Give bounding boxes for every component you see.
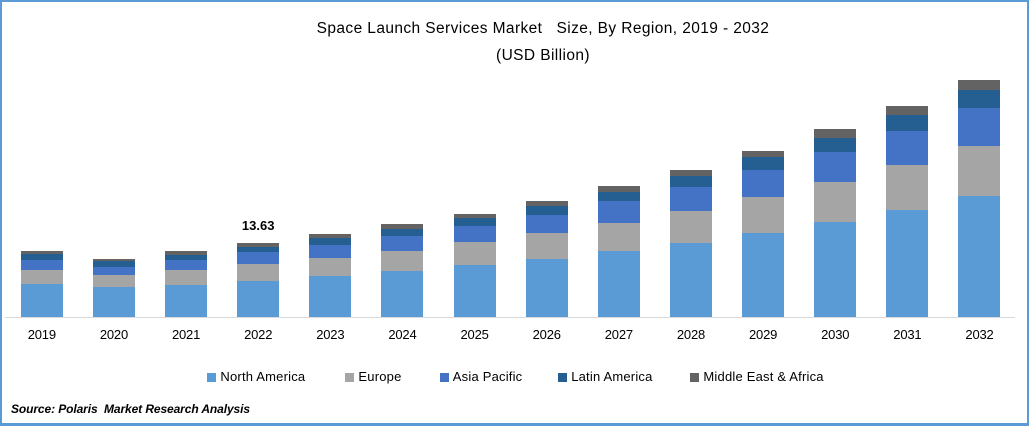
x-axis-label-2020: 2020 — [99, 326, 128, 342]
bar-segment-2026-north-america — [525, 258, 568, 318]
legend-label: Latin America — [571, 368, 653, 384]
bar-segment-2019-north-america — [20, 283, 63, 318]
x-axis-label-2025: 2025 — [460, 326, 489, 342]
chart-subtitle: (USD Billion) — [496, 46, 590, 64]
legend-label: Asia Pacific — [452, 368, 523, 384]
legend-label: North America — [220, 368, 306, 384]
legend-marker-icon — [345, 373, 355, 382]
data-label-2022: 13.63 — [241, 218, 275, 234]
x-axis-label-2027: 2027 — [604, 326, 633, 342]
bar-segment-2030-north-america — [814, 222, 857, 318]
bar-segment-2025-north-america — [453, 264, 496, 318]
legend-marker-icon — [439, 373, 449, 382]
bar-segment-2024-north-america — [381, 270, 424, 318]
x-axis-label-2028: 2028 — [676, 326, 706, 342]
legend-marker-icon — [690, 373, 700, 382]
x-axis-label-2021: 2021 — [171, 326, 201, 342]
legend-marker-icon — [207, 373, 217, 382]
chart-title: Space Launch Services Market Size, By Re… — [316, 19, 770, 37]
bar-segment-2028-north-america — [669, 242, 712, 318]
bar-segment-2029-north-america — [742, 232, 785, 318]
x-axis-label-2026: 2026 — [532, 326, 561, 342]
bar-segment-2031-north-america — [886, 209, 929, 318]
x-axis-label-2022: 2022 — [244, 326, 273, 342]
x-axis-label-2019: 2019 — [27, 326, 56, 342]
bar-segment-2023-north-america — [309, 275, 352, 318]
bar-segment-2027-north-america — [597, 251, 640, 318]
legend-label: Europe — [358, 368, 402, 384]
legend-label: Middle East & Africa — [703, 368, 824, 384]
x-axis-label-2024: 2024 — [388, 326, 417, 342]
bar-segment-2032-north-america — [958, 195, 1001, 318]
bar-segment-2021-north-america — [165, 284, 208, 318]
x-axis-label-2029: 2029 — [749, 326, 778, 342]
legend-marker-icon — [558, 373, 568, 382]
x-axis-label-2031: 2031 — [893, 326, 922, 342]
x-axis-label-2032: 2032 — [965, 326, 994, 342]
x-axis-line — [5, 317, 1015, 318]
x-axis-label-2023: 2023 — [316, 326, 345, 342]
bar-segment-2022-north-america — [237, 280, 280, 318]
source-note: Source: Polaris Market Research Analysis — [11, 402, 250, 417]
bar-segment-2020-north-america — [92, 287, 135, 318]
x-axis-label-2030: 2030 — [821, 326, 850, 342]
